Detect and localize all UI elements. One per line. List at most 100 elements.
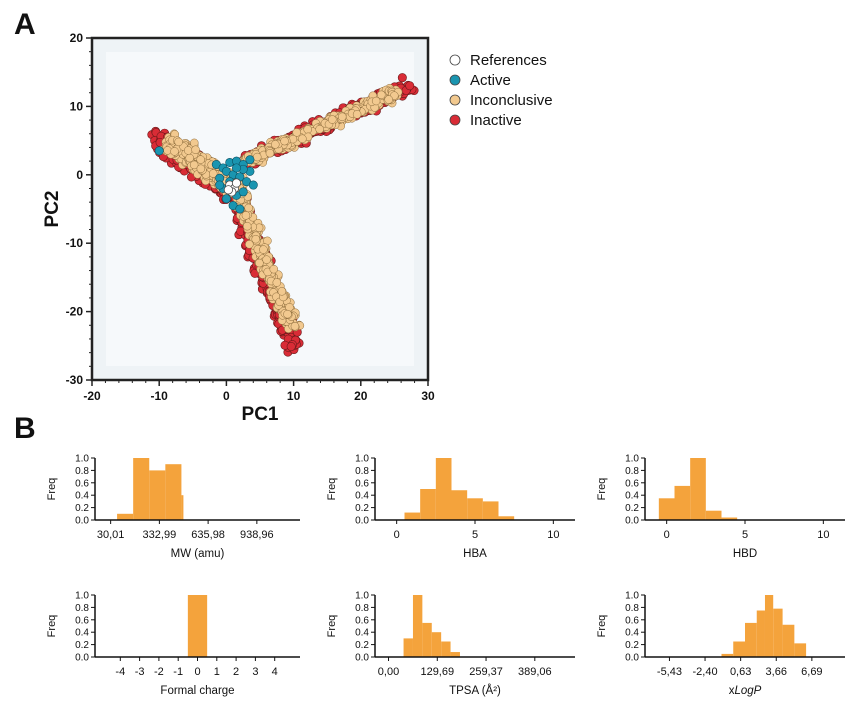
y-tick-label: 0.6 [355, 615, 369, 626]
histogram-bar [435, 458, 452, 520]
x-axis-label: TPSA (Å²) [449, 684, 501, 697]
histogram-bar [482, 501, 499, 520]
legend-label: Inactive [470, 112, 522, 129]
x-tick-label: 3,66 [766, 666, 787, 678]
histogram-bar [674, 485, 691, 520]
scatter-point [185, 153, 194, 163]
scatter-point [283, 309, 292, 319]
y-tick-label: 0.4 [355, 491, 369, 502]
histogram-bar [705, 510, 722, 520]
y-axis-label: Freq [596, 478, 608, 501]
scatter-point [190, 138, 199, 148]
scatter-point [248, 180, 258, 190]
legend-marker [449, 94, 461, 106]
histogram-bar [403, 638, 413, 657]
x-tick-label-a: 10 [287, 389, 301, 403]
x-tick-label: 30,01 [97, 529, 125, 541]
x-tick-label: 6,69 [801, 666, 822, 678]
scatter-point [265, 148, 275, 158]
legend-marker [449, 74, 461, 86]
scatter-point [377, 90, 386, 100]
scatter-point [235, 204, 245, 214]
legend-marker [449, 54, 461, 66]
histogram-bar [165, 464, 182, 520]
x-axis-label: HBA [463, 548, 487, 560]
legend-label: Active [470, 72, 511, 89]
y-tick-label: 0.8 [355, 603, 369, 614]
y-tick-label: 0.2 [625, 640, 639, 651]
x-tick-label-a: 0 [223, 389, 230, 403]
histogram-3: 0.0 0.20.4 0.60.81.0 Freq 0 5 10 HBD [596, 454, 845, 560]
scatter-point [242, 221, 252, 231]
histogram-bar [467, 498, 483, 520]
histogram-bar [733, 641, 745, 657]
scatter-plot-a: -20 -10 0 10 20 30 20 10 0 -10 -20 -30 PC1 PC2 Referen… [42, 31, 553, 425]
x-axis-label: xLogP [729, 685, 762, 697]
scatter-point [397, 73, 407, 83]
histogram-bar [441, 641, 451, 657]
histogram-5: 0.0 0.20.4 0.60.81.0 Freq 0,00 129,69 259,37 38… [326, 591, 575, 697]
x-tick-label: 0 [664, 529, 670, 541]
x-tick-label-a: -10 [151, 389, 169, 403]
x-tick-label: 5 [742, 529, 748, 541]
scatter-point [255, 258, 264, 268]
y-tick-label: 0.6 [625, 478, 639, 489]
y-axis-label: Freq [326, 615, 338, 638]
histogram-bar [420, 489, 436, 520]
panel-label-a: A [14, 8, 36, 41]
y-tick-label: 0.0 [625, 516, 639, 527]
y-tick-label: 0.8 [625, 466, 639, 477]
y-tick-label: 0.4 [75, 628, 89, 639]
scatter-point [223, 185, 234, 195]
scatter-point [245, 240, 254, 249]
scatter-point [371, 96, 381, 106]
y-tick-label: 1.0 [625, 591, 639, 602]
y-axis-label: Freq [596, 615, 608, 638]
y-tick-label: 1.0 [355, 591, 369, 602]
x-tick-label-a: 30 [421, 389, 435, 403]
y-tick-label: 0.4 [625, 628, 639, 639]
y-tick-label: 1.0 [355, 454, 369, 465]
series-references [223, 178, 242, 197]
scatter-point [290, 322, 300, 331]
x-tick-label: 332,99 [143, 529, 177, 541]
scatter-point [189, 160, 199, 170]
scatter-point [183, 146, 193, 155]
y-tick-label: 0.4 [625, 491, 639, 502]
y-tick-label: 0.0 [75, 516, 89, 527]
y-tick-label: 0.8 [75, 603, 89, 614]
x-tick-label: 3 [252, 666, 258, 678]
scatter-point [241, 211, 251, 220]
y-tick-label: 0.0 [75, 653, 89, 664]
histogram-bar [404, 512, 421, 520]
y-axis-label-a: PC2 [42, 191, 63, 228]
x-tick-label: 938,96 [240, 529, 274, 541]
scatter-point [238, 187, 248, 197]
scatter-point [231, 178, 242, 188]
y-tick-label: 0.2 [355, 503, 369, 514]
histogram-6: 0.0 0.20.4 0.60.81.0 Freq -5,43 -2,40 0,63 3,66… [596, 591, 845, 697]
y-tick-label: 0.8 [625, 603, 639, 614]
scatter-point [262, 255, 271, 264]
histogram-bar [773, 608, 783, 657]
histogram-bar [782, 624, 795, 657]
histogram-bar [721, 653, 734, 657]
x-tick-label: -5,43 [657, 666, 682, 678]
x-tick-label: -1 [173, 666, 183, 678]
x-tick-label: -3 [135, 666, 145, 678]
scatter-point [163, 146, 172, 155]
x-tick-label: 389,06 [518, 666, 552, 678]
y-tick-label: 0.8 [75, 466, 89, 477]
histogram-bar [794, 643, 807, 657]
x-tick-label: 259,37 [469, 666, 503, 678]
scatter-point [277, 287, 287, 296]
scatter-point [303, 125, 312, 134]
x-tick-label: -2,40 [693, 666, 718, 678]
y-tick-label: 1.0 [75, 591, 89, 602]
scatter-point [231, 163, 241, 173]
x-tick-label: 2 [233, 666, 239, 678]
x-tick-label: 10 [817, 529, 829, 541]
histogram-bar [658, 498, 675, 520]
x-tick-label: 129,69 [420, 666, 454, 678]
